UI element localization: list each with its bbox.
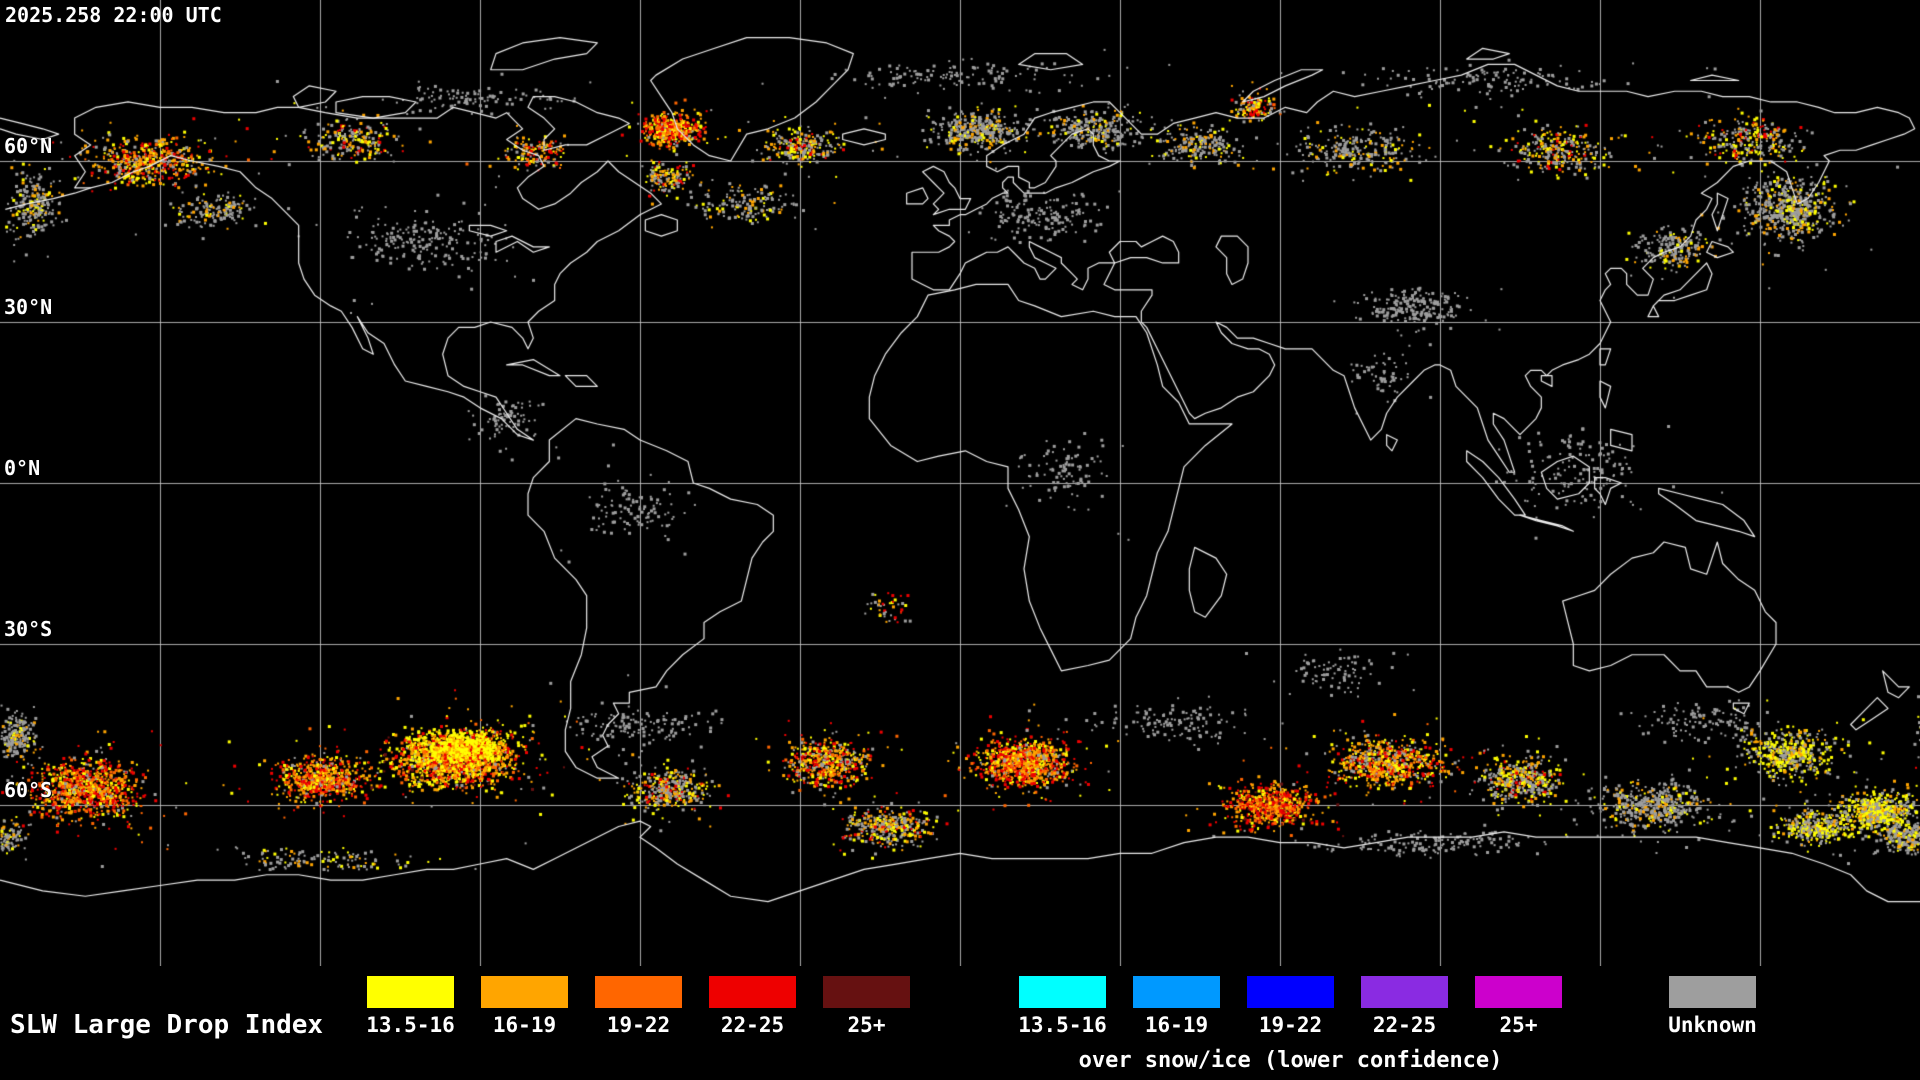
- lat-label-30s: 30°S: [4, 617, 53, 641]
- legend-swatch: [823, 976, 910, 1008]
- timestamp: 2025.258 22:00 UTC: [5, 3, 222, 27]
- legend-bin-label: 25+: [1499, 1013, 1538, 1037]
- legend-title: SLW Large Drop Index: [10, 1010, 324, 1040]
- legend-bin-label: 22-25: [1372, 1013, 1437, 1037]
- legend-swatch: [1019, 976, 1106, 1008]
- legend-unknown-swatch: [1669, 976, 1756, 1008]
- legend-bin-label: 19-22: [606, 1013, 671, 1037]
- legend-bin-snow-ice-2: 19-22: [1247, 976, 1334, 1037]
- legend-swatch: [481, 976, 568, 1008]
- legend-bin-standard-1: 16-19: [481, 976, 568, 1037]
- legend-bin-standard-3: 22-25: [709, 976, 796, 1037]
- legend: SLW Large Drop Index 13.5-16 16-19 19-22 22…: [0, 966, 1920, 1080]
- legend-bin-snow-ice-0: 13.5-16: [1018, 976, 1107, 1037]
- legend-swatch: [1361, 976, 1448, 1008]
- legend-bin-label: 22-25: [720, 1013, 785, 1037]
- legend-swatch: [1247, 976, 1334, 1008]
- legend-snow-ice-caption: over snow/ice (lower confidence): [1078, 1048, 1503, 1073]
- legend-swatch: [367, 976, 454, 1008]
- legend-bin-label: 16-19: [1144, 1013, 1209, 1037]
- lat-label-0n: 0°N: [4, 456, 41, 480]
- legend-unknown: Unknown: [1668, 976, 1757, 1037]
- legend-bin-label: 13.5-16: [366, 1013, 455, 1037]
- legend-unknown-label: Unknown: [1668, 1013, 1757, 1037]
- legend-group-snow-ice: 13.5-16 16-19 19-22 22-25 25+: [1018, 976, 1562, 1037]
- lat-label-60s: 60°S: [4, 778, 53, 802]
- legend-bin-snow-ice-1: 16-19: [1133, 976, 1220, 1037]
- legend-bin-label: 16-19: [492, 1013, 557, 1037]
- legend-bin-standard-2: 19-22: [595, 976, 682, 1037]
- legend-group-standard: 13.5-16 16-19 19-22 22-25 25+: [366, 976, 910, 1037]
- legend-bin-standard-0: 13.5-16: [366, 976, 455, 1037]
- legend-bin-snow-ice-3: 22-25: [1361, 976, 1448, 1037]
- lat-label-60n: 60°N: [4, 134, 53, 158]
- legend-bin-label: 25+: [847, 1013, 886, 1037]
- legend-bin-snow-ice-4: 25+: [1475, 976, 1562, 1037]
- legend-swatch: [595, 976, 682, 1008]
- legend-swatch: [1475, 976, 1562, 1008]
- legend-bin-standard-4: 25+: [823, 976, 910, 1037]
- legend-swatch: [709, 976, 796, 1008]
- legend-swatch: [1133, 976, 1220, 1008]
- world-map-canvas: [0, 0, 1920, 966]
- legend-bin-label: 19-22: [1258, 1013, 1323, 1037]
- legend-bin-label: 13.5-16: [1018, 1013, 1107, 1037]
- lat-label-30n: 30°N: [4, 295, 53, 319]
